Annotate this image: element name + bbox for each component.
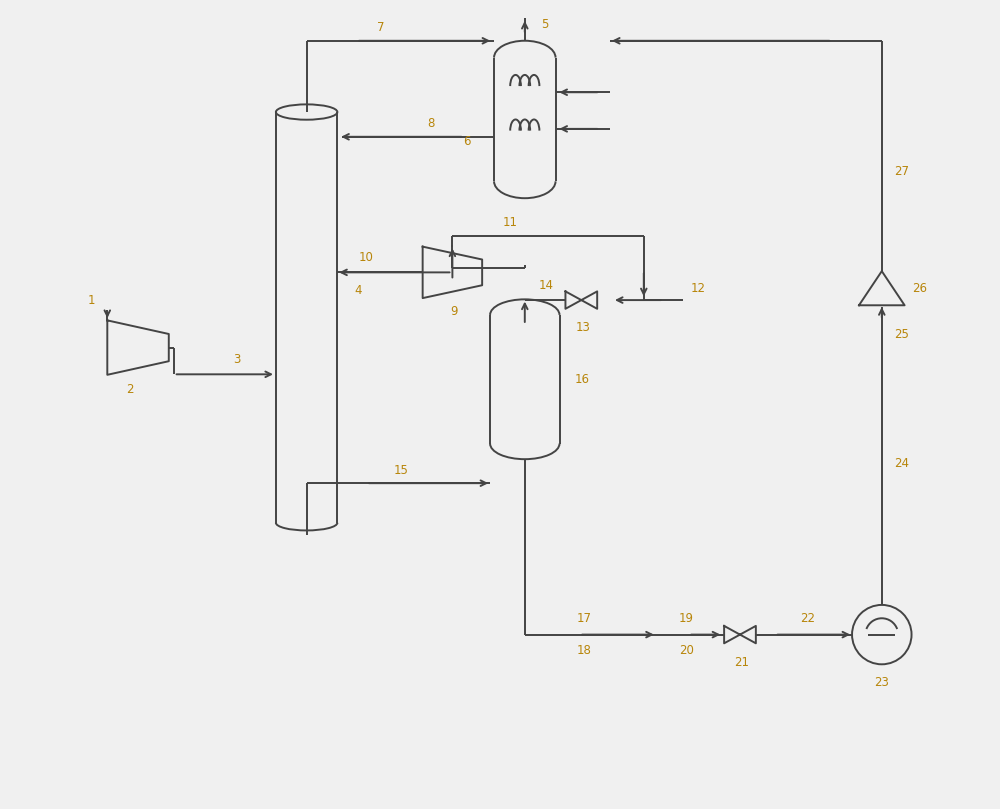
Text: 14: 14 (539, 279, 554, 292)
Text: 17: 17 (577, 612, 592, 625)
Text: 1: 1 (88, 294, 95, 307)
Text: 20: 20 (679, 644, 694, 657)
Text: 11: 11 (502, 216, 517, 230)
Text: 22: 22 (800, 612, 815, 625)
Text: 19: 19 (679, 612, 694, 625)
Text: 4: 4 (354, 284, 362, 297)
Text: 23: 23 (874, 676, 889, 688)
Text: 24: 24 (894, 457, 909, 470)
Text: 18: 18 (577, 644, 592, 657)
Text: 27: 27 (894, 165, 909, 178)
Text: 25: 25 (894, 328, 909, 341)
Text: 2: 2 (126, 383, 134, 396)
Text: 8: 8 (427, 117, 434, 130)
Text: 13: 13 (576, 321, 591, 334)
Text: 5: 5 (541, 19, 548, 32)
Text: 12: 12 (691, 282, 706, 294)
Text: 3: 3 (234, 353, 241, 366)
Text: 6: 6 (464, 135, 471, 148)
Text: 15: 15 (393, 464, 408, 477)
Text: 7: 7 (377, 21, 385, 35)
Text: 16: 16 (575, 373, 590, 386)
Text: 26: 26 (912, 282, 927, 294)
Text: 9: 9 (451, 306, 458, 319)
Text: 10: 10 (359, 251, 374, 264)
Text: 21: 21 (734, 656, 749, 669)
